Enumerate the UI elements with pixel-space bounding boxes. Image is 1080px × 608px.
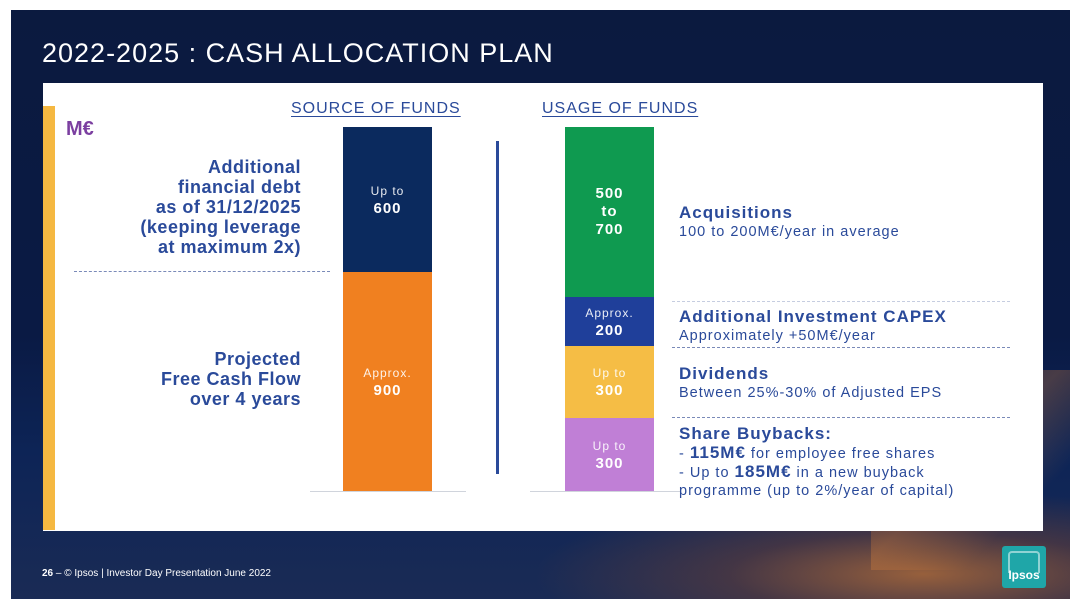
usage-baseline: [530, 491, 680, 492]
buyback-item: Share Buybacks: - 115M€ for employee fre…: [679, 424, 954, 500]
footer-text: © Ipsos | Investor Day Presentation June…: [64, 568, 271, 579]
source-separator: [74, 271, 330, 272]
capex-bar: Approx. 200: [565, 297, 654, 346]
dividends-item: Dividends Between 25%-30% of Adjusted EP…: [679, 364, 942, 402]
fcf-label-line: Projected: [214, 349, 301, 369]
buyback-line-1-post: for employee free shares: [745, 446, 936, 462]
debt-label-line: financial debt: [177, 177, 301, 197]
logo-text: Ipsos: [1008, 568, 1040, 582]
usage-heading: USAGE OF FUNDS: [542, 100, 699, 117]
slide-title: 2022-2025 : CASH ALLOCATION PLAN: [42, 38, 554, 68]
buyback-line-3: programme (up to 2%/year of capital): [679, 483, 955, 499]
footer: 26 – © Ipsos | Investor Day Presentation…: [42, 568, 271, 579]
footer-dash: –: [53, 568, 65, 579]
acquisitions-bar-line: 500: [595, 185, 624, 202]
content-panel: [43, 83, 1043, 531]
buyback-line-1: - 115M€ for employee free shares: [679, 444, 954, 463]
acquisitions-bar: 500 to 700: [565, 127, 654, 297]
buyback-bar-value: 300: [595, 455, 624, 472]
debt-label: Additional financial debt as of 31/12/20…: [140, 157, 301, 257]
buyback-line-1-pre: -: [679, 446, 690, 462]
buyback-line-2-pre: - Up to: [679, 465, 735, 481]
capex-bar-value: 200: [595, 321, 624, 339]
debt-label-line: Additional: [208, 157, 301, 177]
dividends-bar: Up to 300: [565, 346, 654, 418]
capex-title: Additional Investment CAPEX: [679, 307, 947, 326]
usage-separator: [672, 301, 1010, 302]
capex-item: Additional Investment CAPEX Approximatel…: [679, 307, 947, 345]
buyback-line-2-post: in a new buyback: [791, 465, 925, 481]
debt-label-line: at maximum 2x): [157, 237, 301, 257]
source-heading: SOURCE OF FUNDS: [291, 100, 461, 117]
acquisitions-bar-line: 700: [595, 221, 624, 238]
capex-bar-prefix: Approx.: [585, 305, 634, 320]
buyback-title: Share Buybacks:: [679, 424, 832, 443]
unit-label: M€: [66, 118, 94, 140]
logo-mark: [1008, 551, 1040, 573]
fcf-bar-prefix: Approx.: [363, 366, 412, 380]
dividends-title: Dividends: [679, 364, 770, 383]
usage-separator: [672, 347, 1010, 348]
debt-label-line: (keeping leverage: [140, 217, 301, 237]
buyback-line-1-amount: 115M€: [689, 443, 746, 462]
panel-accent-bar: [43, 106, 55, 530]
acquisitions-bar-line: to: [601, 203, 618, 220]
fcf-bar-value: 900: [373, 382, 402, 399]
dividends-bar-value: 300: [595, 382, 624, 399]
acquisitions-title: Acquisitions: [679, 203, 794, 222]
debt-bar: Up to 600: [343, 127, 432, 272]
fcf-label-line: over 4 years: [189, 389, 301, 409]
dividends-subtitle: Between 25%-30% of Adjusted EPS: [679, 385, 943, 401]
buyback-bar-prefix: Up to: [592, 439, 627, 453]
buyback-line-2: - Up to 185M€ in a new buyback: [679, 463, 954, 482]
capex-subtitle: Approximately +50M€/year: [679, 328, 876, 344]
fcf-label: Projected Free Cash Flow over 4 years: [161, 349, 301, 409]
dividends-bar-prefix: Up to: [592, 366, 627, 380]
page-number: 26: [42, 568, 54, 579]
debt-label-line: as of 31/12/2025: [155, 197, 301, 217]
debt-bar-value: 600: [373, 199, 402, 217]
fcf-label-line: Free Cash Flow: [160, 369, 301, 389]
fcf-bar: Approx. 900: [343, 272, 432, 492]
ipsos-logo: Ipsos: [1002, 546, 1046, 588]
debt-bar-prefix: Up to: [370, 183, 405, 198]
buyback-bar: Up to 300: [565, 418, 654, 492]
acquisitions-subtitle: 100 to 200M€/year in average: [679, 224, 900, 240]
buyback-line-2-amount: 185M€: [734, 462, 792, 481]
source-baseline: [310, 491, 466, 492]
usage-separator: [672, 417, 1010, 418]
acquisitions-item: Acquisitions 100 to 200M€/year in averag…: [679, 203, 900, 241]
column-divider: [496, 141, 499, 474]
